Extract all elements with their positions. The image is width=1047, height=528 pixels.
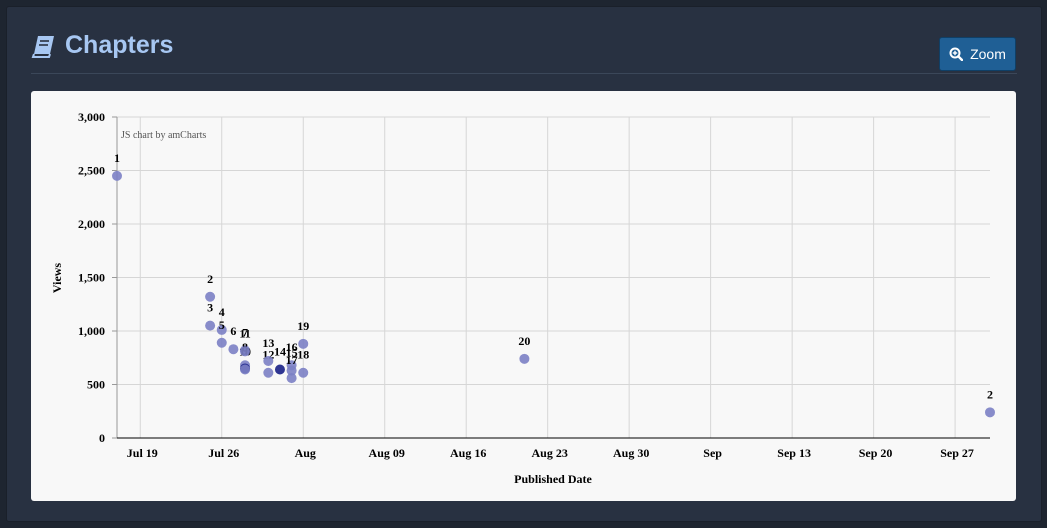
zoom-label: Zoom [970,46,1006,62]
data-label: 11 [239,326,250,340]
grid-lines [116,116,990,439]
x-tick-label: Sep [703,446,722,460]
data-label: 20 [518,334,530,348]
data-label: 1 [114,151,120,165]
data-label: 6 [230,324,236,338]
data-point[interactable] [216,324,227,335]
data-point[interactable] [298,367,309,378]
data-point[interactable] [240,364,251,375]
data-label: 15 [286,346,298,360]
header-divider [31,73,1017,74]
x-axis-title: Published Date [514,472,592,486]
panel-header: Chapters [31,31,173,60]
y-tick-label: 2,000 [78,217,105,231]
data-point[interactable] [286,373,297,384]
x-tick-label: Aug 23 [532,446,568,460]
x-axis: Jul 19 Jul 26 Aug Aug 09 Aug 16 Aug 23 Aug 30 S… [127,446,974,460]
chart-container: 0 500 1,000 1,500 2,000 2,500 3,000 Jul 19 Jul … [31,91,1016,501]
data-points[interactable]: 12345678910111213141516171819202 [112,151,995,418]
x-tick-label: Sep 13 [777,446,811,460]
y-axis-title: Views [50,263,64,294]
data-label: 2 [987,387,993,401]
y-tick-label: 1,000 [78,324,105,338]
data-label: 17 [286,353,298,367]
page-title: Chapters [65,31,174,59]
data-point[interactable] [985,407,995,418]
x-tick-label: Jul 26 [208,446,239,460]
x-tick-label: Aug 16 [450,446,486,460]
zoom-in-icon [949,47,964,61]
data-label: 19 [297,319,309,333]
data-label: 2 [207,272,213,286]
data-point[interactable] [240,346,251,357]
book-icon [31,35,54,58]
x-tick-label: Aug 09 [369,446,405,460]
data-point[interactable] [263,355,274,366]
data-point[interactable] [274,364,285,375]
data-point[interactable] [263,367,274,378]
y-tick-label: 0 [99,431,105,445]
data-label: 4 [219,305,225,319]
data-point[interactable] [286,360,297,371]
x-tick-label: Sep 20 [859,446,893,460]
y-axis: 0 500 1,000 1,500 2,000 2,500 3,000 [78,110,117,445]
data-point[interactable] [298,338,309,349]
y-tick-label: 1,500 [78,271,105,285]
chart-credit[interactable]: JS chart by amCharts [121,130,206,141]
data-point[interactable] [216,337,227,348]
data-label: 13 [262,336,274,350]
data-label: 3 [207,301,213,315]
x-tick-label: Jul 19 [127,446,158,460]
data-label: 14 [274,345,286,359]
chapters-panel: Chapters Zoom 0 500 1,000 1,500 2,000 2,500 3,… [6,6,1042,522]
data-point[interactable] [205,320,216,331]
data-point[interactable] [228,344,239,355]
x-tick-label: Aug [295,446,316,460]
y-tick-label: 2,500 [78,164,105,178]
x-tick-label: Sep 27 [940,446,974,460]
data-label: 5 [219,318,225,332]
zoom-button[interactable]: Zoom [939,37,1016,71]
data-point[interactable] [205,291,216,302]
x-tick-label: Aug 30 [613,446,649,460]
y-tick-label: 3,000 [78,110,105,124]
y-tick-label: 500 [87,378,105,392]
data-point[interactable] [112,170,122,181]
data-point[interactable] [519,353,530,364]
data-label: 7 [242,325,248,339]
data-label: 18 [297,348,309,362]
data-label: 16 [286,340,298,354]
